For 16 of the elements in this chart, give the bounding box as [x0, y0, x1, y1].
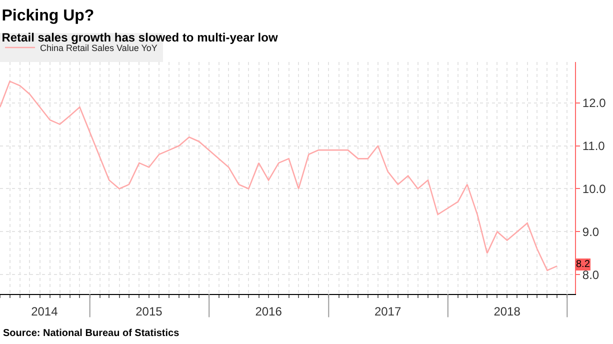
- y-tick-label: 12.0: [582, 96, 606, 110]
- y-tick-label: 9.0: [582, 224, 600, 239]
- x-tick-label: 2018: [494, 304, 521, 318]
- source-note: Source: National Bureau of Statistics: [3, 328, 180, 339]
- legend-label: China Retail Sales Value YoY: [40, 43, 158, 54]
- chart-title: Picking Up?: [2, 8, 94, 25]
- y-tick-label: 8.0: [582, 268, 600, 282]
- x-tick-label: 2015: [136, 304, 163, 318]
- annotation: 8.2: [576, 259, 590, 270]
- x-tick-label: 2016: [255, 304, 282, 318]
- chart-subtitle: Retail sales growth has slowed to multi-year low: [2, 30, 278, 44]
- y-tick-label: 10.0: [582, 182, 606, 196]
- x-tick-label: 2017: [374, 304, 402, 318]
- y-tick-label: 11.0: [582, 138, 606, 153]
- x-tick-label: 2014: [31, 304, 58, 318]
- line-series: [0, 80, 558, 272]
